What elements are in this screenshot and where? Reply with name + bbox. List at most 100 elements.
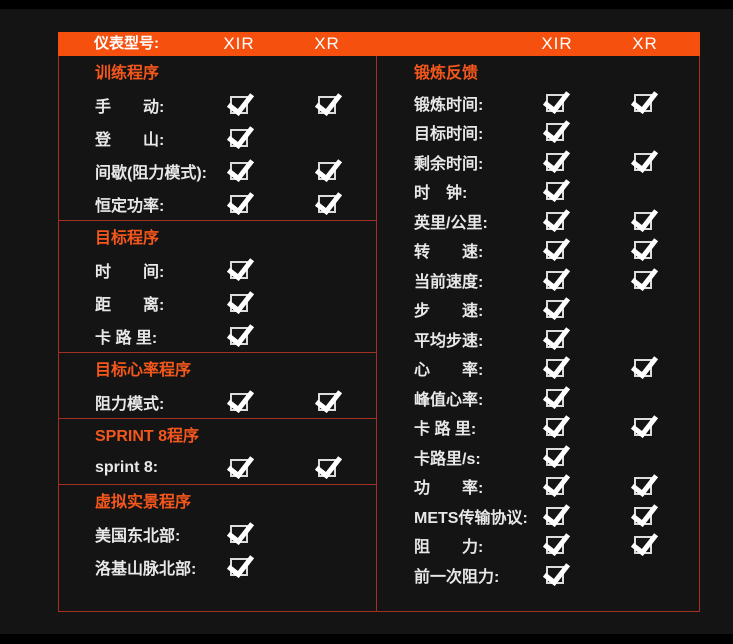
checked-checkbox-icon: [230, 458, 248, 477]
feature-label: 时 间:: [95, 263, 165, 281]
program-section: 训练程序手 动: 登 山: 间歇(阻力模式): 恒定功率:: [59, 56, 376, 220]
feature-row: 卡 路 里:: [59, 319, 376, 352]
program-section: 目标心率程序 阻力模式:: [59, 352, 376, 418]
feature-row: 卡路里/s:: [377, 442, 699, 472]
checked-checkbox-icon: [634, 506, 652, 525]
feature-row: 时 钟:: [377, 177, 699, 207]
xir-cell: [511, 88, 599, 118]
xir-cell: [511, 206, 599, 236]
checked-checkbox-icon: [546, 182, 564, 201]
xir-cell: [511, 118, 599, 148]
checked-checkbox-icon: [634, 418, 652, 437]
column-header-xr-right: XR: [632, 34, 658, 53]
checked-checkbox-icon: [230, 557, 248, 576]
program-section: 虚拟实景程序 美国东北部: 洛基山脉北部:: [59, 484, 376, 583]
program-section: SPRINT 8程序 sprint 8:: [59, 418, 376, 484]
checked-checkbox-icon: [546, 211, 564, 230]
xr-cell: [283, 550, 371, 583]
feature-label: 剩余时间:: [414, 155, 484, 173]
xr-cell: [283, 451, 371, 484]
feature-row: 剩余时间:: [377, 147, 699, 177]
xir-cell: [195, 517, 283, 550]
xir-cell: [195, 187, 283, 220]
checked-checkbox-icon: [634, 93, 652, 112]
xir-cell: [511, 295, 599, 325]
xr-cell: [599, 442, 687, 472]
feature-row: 恒定功率:: [59, 187, 376, 220]
feature-row: 间歇(阻力模式):: [59, 154, 376, 187]
programs-panel: 训练程序手 动: 登 山: 间歇(阻力模式): 恒定功率: 目标程序时 间: 距 离: 卡 …: [59, 56, 377, 611]
checked-checkbox-icon: [546, 477, 564, 496]
feature-label: 功 率:: [414, 480, 484, 498]
checked-checkbox-icon: [230, 128, 248, 147]
checked-checkbox-icon: [230, 161, 248, 180]
feature-row: 心 率:: [377, 354, 699, 384]
xr-cell: [599, 236, 687, 266]
feature-label: 转 速:: [414, 244, 484, 262]
xr-cell: [599, 501, 687, 531]
checked-checkbox-icon: [318, 161, 336, 180]
xir-cell: [511, 324, 599, 354]
feature-row: sprint 8:: [59, 451, 376, 484]
feature-row: 功 率:: [377, 472, 699, 502]
xr-cell: [283, 286, 371, 319]
feature-label: 目标时间:: [414, 126, 484, 144]
feature-label: 前一次阻力:: [414, 568, 500, 586]
checked-checkbox-icon: [634, 211, 652, 230]
feature-row: 当前速度:: [377, 265, 699, 295]
feature-row: 锻炼时间:: [377, 88, 699, 118]
feature-label: 平均步速:: [414, 332, 484, 350]
column-header-xr-left: XR: [314, 34, 340, 53]
feature-label: 卡 路 里:: [95, 329, 158, 347]
checked-checkbox-icon: [634, 241, 652, 260]
feature-label: 当前速度:: [414, 273, 484, 291]
xr-cell: [599, 413, 687, 443]
feature-label: 卡 路 里:: [414, 421, 477, 439]
feature-row: 平均步速:: [377, 324, 699, 354]
column-header-xir-left: XIR: [223, 34, 255, 53]
checked-checkbox-icon: [546, 536, 564, 555]
feature-row: 前一次阻力:: [377, 560, 699, 590]
feature-row: 英里/公里:: [377, 206, 699, 236]
feature-row: 距 离:: [59, 286, 376, 319]
feature-row: 阻 力:: [377, 531, 699, 561]
checked-checkbox-icon: [546, 300, 564, 319]
xr-cell: [283, 385, 371, 418]
checked-checkbox-icon: [230, 194, 248, 213]
checked-checkbox-icon: [634, 477, 652, 496]
feature-label: 阻力模式:: [95, 395, 165, 413]
xr-cell: [599, 560, 687, 590]
xr-cell: [599, 324, 687, 354]
feature-label: 时 钟:: [414, 185, 468, 203]
feature-row: 手 动:: [59, 88, 376, 121]
feature-label: 手 动:: [95, 98, 165, 116]
xr-cell: [599, 118, 687, 148]
checked-checkbox-icon: [546, 565, 564, 584]
feature-label: 美国东北部:: [95, 527, 181, 545]
section-title: 目标程序: [95, 230, 160, 247]
checked-checkbox-icon: [546, 93, 564, 112]
bottom-black-bar: [0, 634, 733, 644]
xr-cell: [283, 88, 371, 121]
checked-checkbox-icon: [230, 524, 248, 543]
feature-label: 锻炼时间:: [414, 96, 484, 114]
feature-row: 卡 路 里:: [377, 413, 699, 443]
feature-row: 目标时间:: [377, 118, 699, 148]
xr-cell: [283, 253, 371, 286]
xir-cell: [511, 383, 599, 413]
xr-cell: [599, 531, 687, 561]
feature-label: 恒定功率:: [95, 197, 165, 215]
feature-comparison-table: 仪表型号: XIR XR XIR XR 训练程序手 动: 登 山: 间歇(阻力模式)…: [58, 32, 700, 612]
xir-cell: [511, 354, 599, 384]
xir-cell: [195, 451, 283, 484]
section-title: 锻炼反馈: [414, 65, 479, 82]
xir-cell: [511, 472, 599, 502]
xr-cell: [599, 383, 687, 413]
feature-row: METS传输协议:: [377, 501, 699, 531]
checked-checkbox-icon: [230, 326, 248, 345]
feature-label: 间歇(阻力模式):: [95, 164, 207, 182]
feature-label: 英里/公里:: [414, 214, 488, 232]
feature-row: 转 速:: [377, 236, 699, 266]
xir-cell: [195, 286, 283, 319]
column-header-xir-right: XIR: [541, 34, 573, 53]
